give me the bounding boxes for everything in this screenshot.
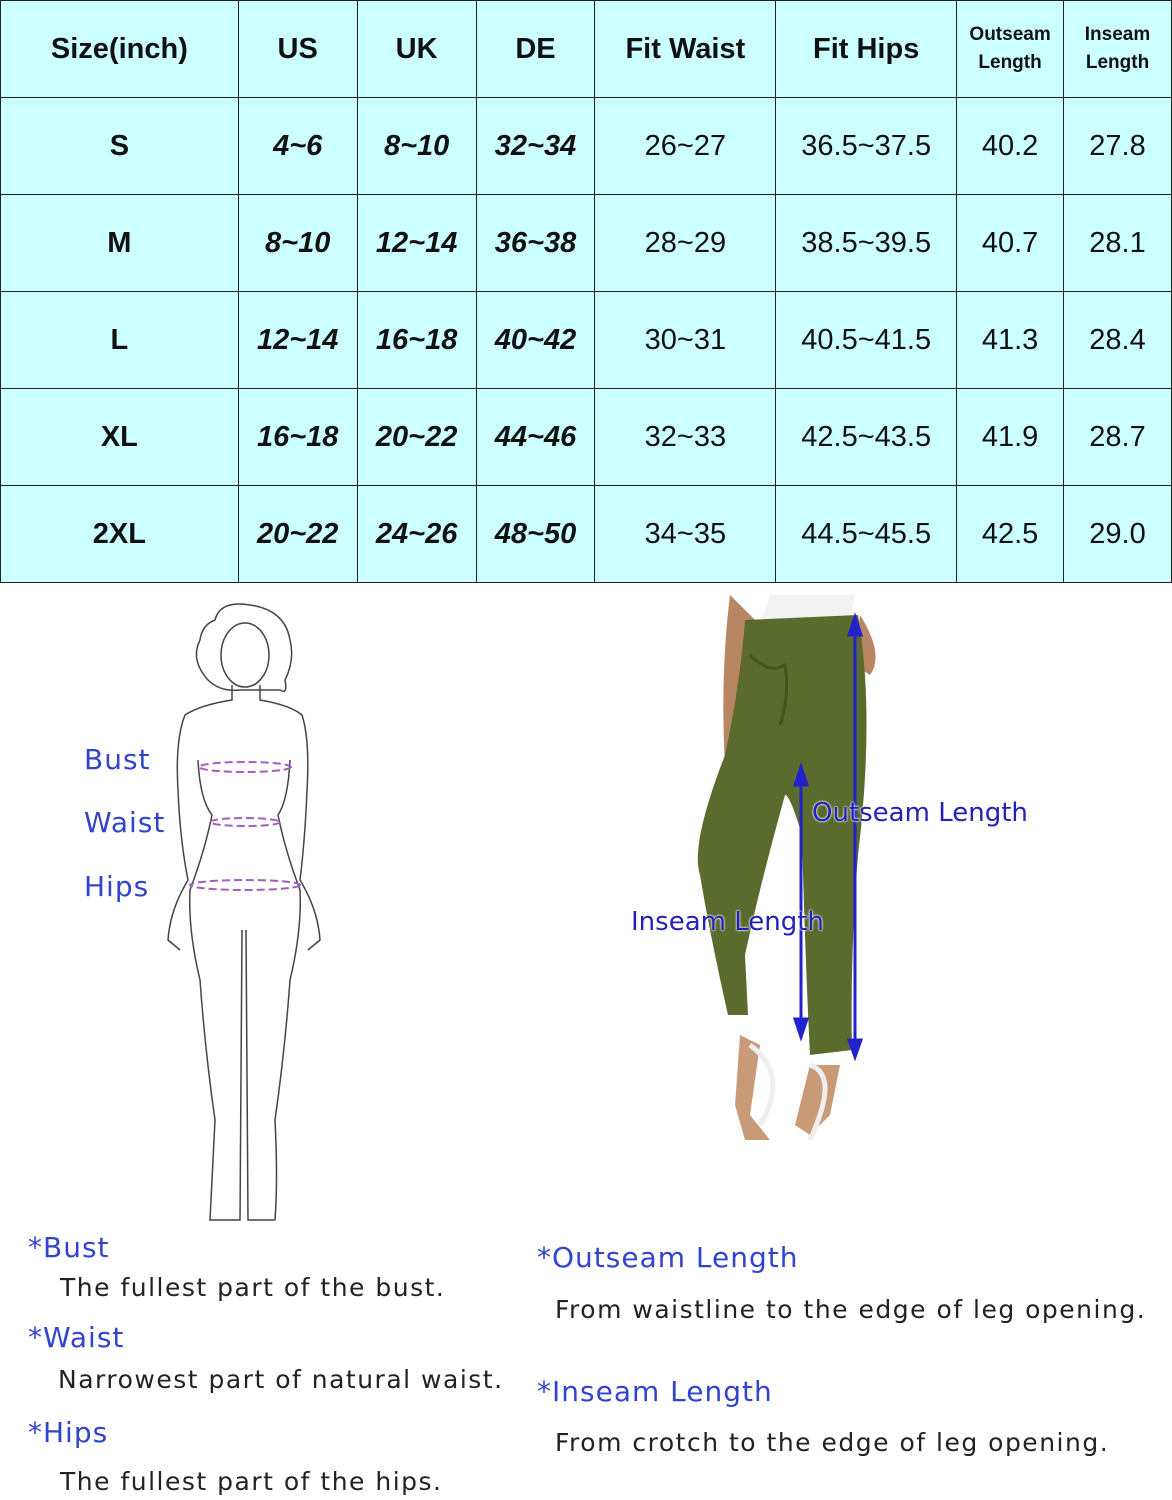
header-size: Size(inch)	[0, 0, 239, 98]
cell-fit-waist: 30~31	[594, 291, 777, 389]
cell-inseam: 28.1	[1063, 194, 1172, 292]
table-row: M 8~10 12~14 36~38 28~29 38.5~39.5 40.7 28.1	[0, 194, 1172, 292]
cell-fit-hips: 42.5~43.5	[775, 388, 958, 486]
header-us: US	[237, 0, 358, 98]
cell-de: 32~34	[475, 97, 596, 195]
def-term-inseam: *Inseam Length	[537, 1375, 773, 1408]
cell-de: 40~42	[475, 291, 596, 389]
cell-outseam: 41.9	[956, 388, 1065, 486]
label-outseam-length: Outseam Length	[812, 798, 1028, 828]
cell-us: 16~18	[237, 388, 358, 486]
cell-fit-hips: 44.5~45.5	[775, 485, 958, 583]
cell-size: S	[0, 97, 239, 195]
cell-inseam: 27.8	[1063, 97, 1172, 195]
pants-photo	[697, 595, 876, 1142]
def-term-bust: *Bust	[28, 1231, 110, 1264]
header-de: DE	[475, 0, 596, 98]
cell-fit-hips: 36.5~37.5	[775, 97, 958, 195]
cell-fit-waist: 34~35	[594, 485, 777, 583]
header-fit-hips: Fit Hips	[775, 0, 958, 98]
def-term-outseam: *Outseam Length	[537, 1241, 799, 1274]
def-text-outseam: From waistline to the edge of leg openin…	[555, 1295, 1147, 1324]
cell-fit-waist: 28~29	[594, 194, 777, 292]
cell-outseam: 41.3	[956, 291, 1065, 389]
header-uk: UK	[356, 0, 477, 98]
cell-size: L	[0, 291, 239, 389]
cell-size: XL	[0, 388, 239, 486]
cell-outseam: 40.7	[956, 194, 1065, 292]
def-text-hips: The fullest part of the hips.	[60, 1467, 443, 1496]
label-bust: Bust	[84, 743, 151, 776]
cell-uk: 20~22	[356, 388, 477, 486]
cell-fit-waist: 32~33	[594, 388, 777, 486]
cell-uk: 8~10	[356, 97, 477, 195]
cell-de: 48~50	[475, 485, 596, 583]
def-term-hips: *Hips	[28, 1416, 109, 1449]
cell-fit-hips: 38.5~39.5	[775, 194, 958, 292]
label-waist: Waist	[84, 806, 166, 839]
def-term-waist: *Waist	[28, 1321, 125, 1354]
def-text-bust: The fullest part of the bust.	[60, 1273, 446, 1302]
size-chart-table: Size(inch) US UK DE Fit Waist Fit Hips O…	[0, 0, 1172, 583]
header-fit-waist: Fit Waist	[594, 0, 777, 98]
label-hips: Hips	[84, 870, 150, 903]
table-row: S 4~6 8~10 32~34 26~27 36.5~37.5 40.2 27.8	[0, 97, 1172, 195]
cell-us: 4~6	[237, 97, 358, 195]
cell-fit-waist: 26~27	[594, 97, 777, 195]
cell-us: 12~14	[237, 291, 358, 389]
cell-outseam: 40.2	[956, 97, 1065, 195]
def-text-waist: Narrowest part of natural waist.	[58, 1365, 504, 1394]
header-row: Size(inch) US UK DE Fit Waist Fit Hips O…	[0, 0, 1172, 98]
cell-inseam: 29.0	[1063, 485, 1172, 583]
header-outseam: Outseam Length	[956, 0, 1065, 98]
cell-de: 36~38	[475, 194, 596, 292]
def-text-inseam: From crotch to the edge of leg opening.	[555, 1428, 1110, 1457]
body-outline-figure	[167, 603, 321, 1221]
label-inseam-length: Inseam Length	[631, 907, 824, 937]
cell-fit-hips: 40.5~41.5	[775, 291, 958, 389]
cell-inseam: 28.4	[1063, 291, 1172, 389]
cell-de: 44~46	[475, 388, 596, 486]
table-row: XL 16~18 20~22 44~46 32~33 42.5~43.5 41.9 28.7	[0, 388, 1172, 486]
cell-uk: 16~18	[356, 291, 477, 389]
table-row: L 12~14 16~18 40~42 30~31 40.5~41.5 41.3 28.4	[0, 291, 1172, 389]
cell-size: 2XL	[0, 485, 239, 583]
cell-uk: 24~26	[356, 485, 477, 583]
header-inseam: Inseam Length	[1063, 0, 1172, 98]
cell-inseam: 28.7	[1063, 388, 1172, 486]
cell-outseam: 42.5	[956, 485, 1065, 583]
table-row: 2XL 20~22 24~26 48~50 34~35 44.5~45.5 42.5 29.0	[0, 485, 1172, 583]
cell-us: 20~22	[237, 485, 358, 583]
cell-uk: 12~14	[356, 194, 477, 292]
cell-us: 8~10	[237, 194, 358, 292]
cell-size: M	[0, 194, 239, 292]
